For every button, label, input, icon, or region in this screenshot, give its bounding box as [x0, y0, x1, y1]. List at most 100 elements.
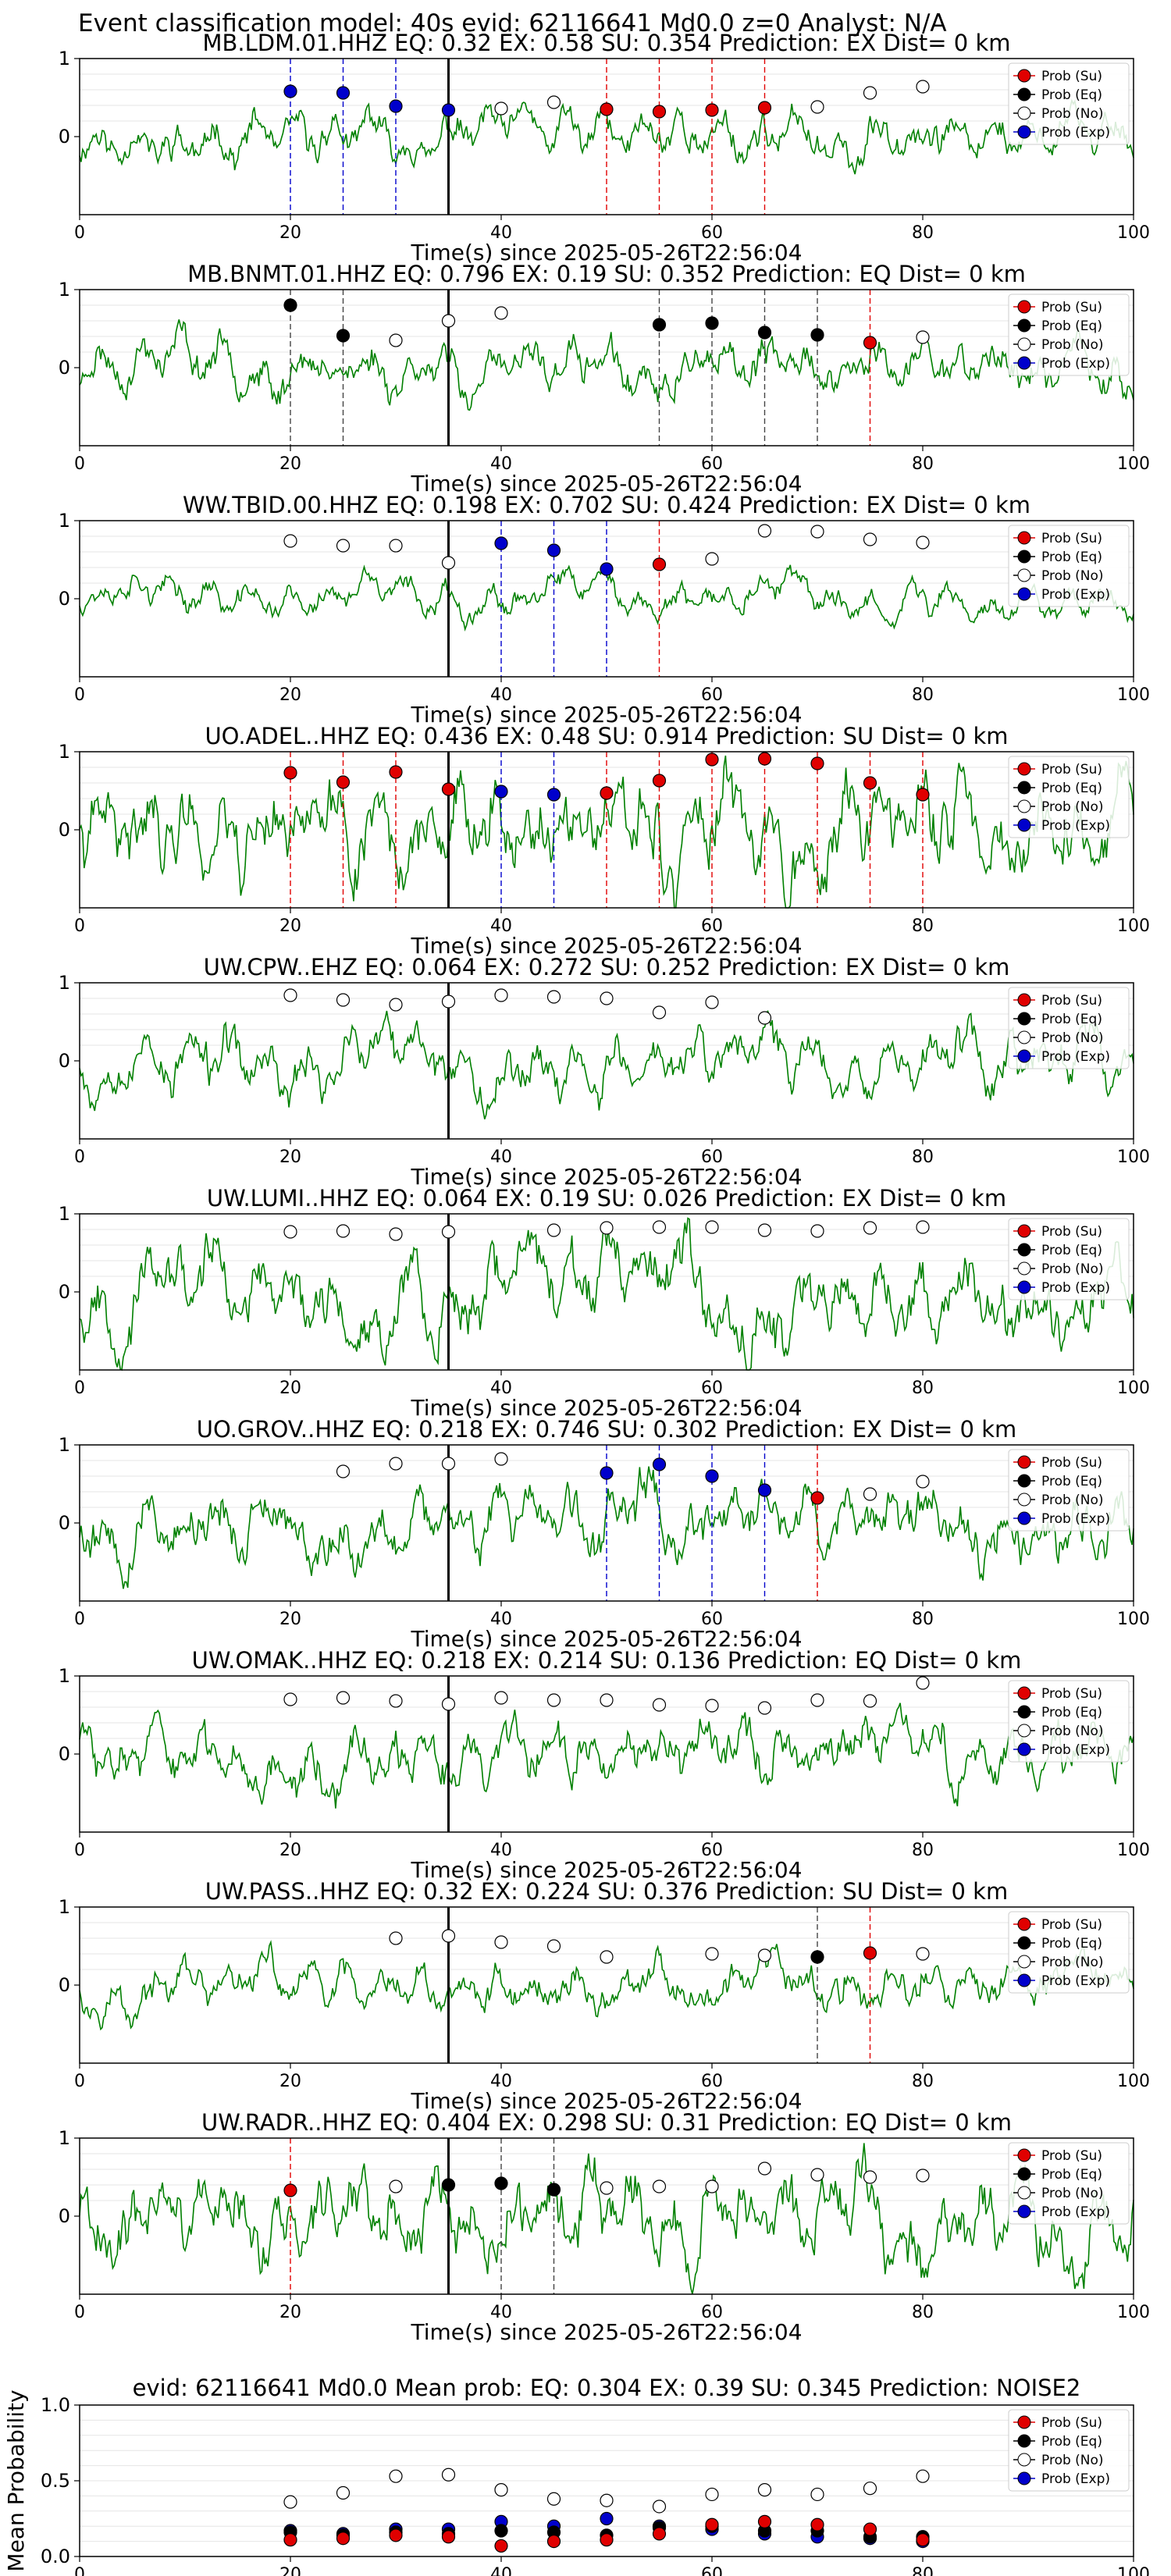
mean-prob-marker-no	[546, 2492, 561, 2506]
legend-box	[1008, 2409, 1130, 2492]
prob-marker-no	[916, 80, 930, 94]
prob-marker-no	[441, 1697, 456, 1711]
x-tick-label: 80	[912, 1610, 934, 1629]
prob-marker-no	[600, 1693, 614, 1707]
prob-marker-no	[652, 2179, 667, 2194]
x-axis-label: Time(s) since 2025-05-26T22:56:04	[410, 1395, 802, 1421]
x-tick-label: 60	[701, 2072, 723, 2091]
x-tick-label: 0	[74, 223, 85, 243]
prob-marker-no	[441, 994, 456, 1009]
x-tick-label: 80	[912, 916, 934, 936]
legend-label-no: Prob (No)	[1041, 1955, 1104, 1970]
legend-marker-exp	[1017, 1280, 1031, 1294]
x-axis-label: Time(s) since 2025-05-26T22:56:04	[410, 471, 802, 496]
legend-marker-exp	[1017, 2204, 1031, 2218]
legend-label-su: Prob (Su)	[1041, 1455, 1102, 1471]
prob-marker-no	[441, 1225, 456, 1239]
mean-prob-marker-no	[916, 2469, 930, 2483]
y-tick-label: 1	[59, 1434, 70, 1456]
y-tick-label: 0	[59, 357, 70, 379]
legend-label-su: Prob (Su)	[1041, 2415, 1102, 2431]
y-tick-label: 0	[59, 1512, 70, 1534]
y-tick-label: 1	[59, 279, 70, 301]
x-axis-label: Time(s) since 2025-05-26T22:56:04	[410, 1164, 802, 1190]
legend-marker-no	[1017, 1261, 1031, 1276]
prob-marker-no	[916, 1676, 930, 1690]
prob-marker-no	[916, 1220, 930, 1234]
prob-marker-su	[863, 1946, 877, 1960]
x-axis-label: Time(s) since 2025-05-26T22:56:04	[410, 2319, 802, 2345]
x-axis-label: Time(s) since 2025-05-26T22:56:04	[410, 1857, 802, 1883]
prob-marker-su	[757, 101, 772, 115]
legend-label-no: Prob (No)	[1041, 1261, 1104, 1277]
x-tick-label: 40	[490, 2565, 512, 2576]
x-tick-label: 40	[490, 1841, 512, 1860]
x-tick-label: 40	[490, 1147, 512, 1167]
prob-marker-no	[600, 991, 614, 1005]
x-tick-label: 0	[74, 2303, 85, 2322]
prob-marker-exp	[600, 1466, 614, 1480]
prob-marker-su	[863, 336, 877, 350]
prob-marker-no	[546, 1693, 561, 1707]
legend-marker-su	[1017, 993, 1031, 1007]
legend-label-no: Prob (No)	[1041, 2453, 1104, 2468]
prob-marker-eq	[705, 316, 719, 330]
prob-marker-exp	[546, 543, 561, 557]
prob-marker-exp	[283, 84, 297, 98]
legend-label-exp: Prob (Exp)	[1041, 2471, 1110, 2487]
prob-marker-no	[705, 2179, 719, 2194]
legend-marker-eq	[1017, 2167, 1031, 2181]
mean-prob-marker-no	[863, 2482, 877, 2496]
legend-marker-su	[1017, 1686, 1031, 1700]
legend-label-exp: Prob (Exp)	[1041, 818, 1110, 834]
x-tick-label: 100	[1117, 1379, 1150, 1398]
y-tick-label: 1	[59, 741, 70, 763]
panel-title: UW.LUMI..HHZ EQ: 0.064 EX: 0.19 SU: 0.02…	[207, 1185, 1006, 1212]
prob-marker-no	[389, 1227, 403, 1241]
prob-marker-no	[389, 333, 403, 347]
prob-marker-su	[283, 766, 297, 780]
mean-prob-marker-su	[389, 2528, 403, 2542]
prob-marker-no	[441, 556, 456, 570]
prob-marker-no	[652, 1220, 667, 1234]
prob-marker-no	[283, 534, 297, 548]
prob-marker-no	[863, 1221, 877, 1235]
legend-marker-eq	[1017, 87, 1031, 101]
panel-title: UW.RADR..HHZ EQ: 0.404 EX: 0.298 SU: 0.3…	[201, 2109, 1012, 2136]
prob-marker-no	[389, 539, 403, 553]
mean-prob-marker-su	[810, 2517, 824, 2532]
prob-marker-su	[810, 756, 824, 770]
prob-marker-eq	[283, 298, 297, 312]
prob-marker-su	[336, 775, 351, 789]
prob-marker-no	[705, 1220, 719, 1234]
legend-label-su: Prob (Su)	[1041, 993, 1102, 1009]
legend-label-no: Prob (No)	[1041, 1030, 1104, 1046]
legend-label-su: Prob (Su)	[1041, 1224, 1102, 1240]
prob-marker-no	[336, 1224, 351, 1238]
legend-marker-no	[1017, 1724, 1031, 1738]
prob-marker-no	[757, 1948, 772, 1962]
legend-marker-exp	[1017, 1742, 1031, 1756]
legend-label-eq: Prob (Eq)	[1041, 550, 1102, 565]
mean-prob-marker-no	[705, 2487, 719, 2502]
prob-marker-su	[652, 105, 667, 119]
prob-marker-no	[441, 314, 456, 328]
panel-title: UO.ADEL..HHZ EQ: 0.436 EX: 0.48 SU: 0.91…	[205, 723, 1008, 749]
prob-marker-eq	[652, 318, 667, 332]
mean-prob-marker-su	[757, 2514, 772, 2528]
prob-marker-exp	[705, 1469, 719, 1483]
mean-prob-marker-no	[652, 2500, 667, 2514]
x-axis-label: Time(s) since 2025-05-26T22:56:04	[410, 240, 802, 265]
y-tick-label: 0	[59, 1743, 70, 1765]
prob-marker-su	[441, 782, 456, 796]
legend-marker-su	[1017, 762, 1031, 776]
x-tick-label: 40	[490, 2303, 512, 2322]
x-tick-label: 40	[490, 916, 512, 936]
prob-marker-eq	[441, 2178, 456, 2192]
prob-marker-eq	[757, 326, 772, 340]
mean-prob-marker-no	[441, 2467, 456, 2482]
legend-label-eq: Prob (Eq)	[1041, 87, 1102, 103]
mean-prob-marker-no	[389, 2469, 403, 2483]
y-tick-label: 0	[59, 819, 70, 841]
waveform-panel-3: WW.TBID.00.HHZ EQ: 0.198 EX: 0.702 SU: 0…	[59, 492, 1150, 728]
